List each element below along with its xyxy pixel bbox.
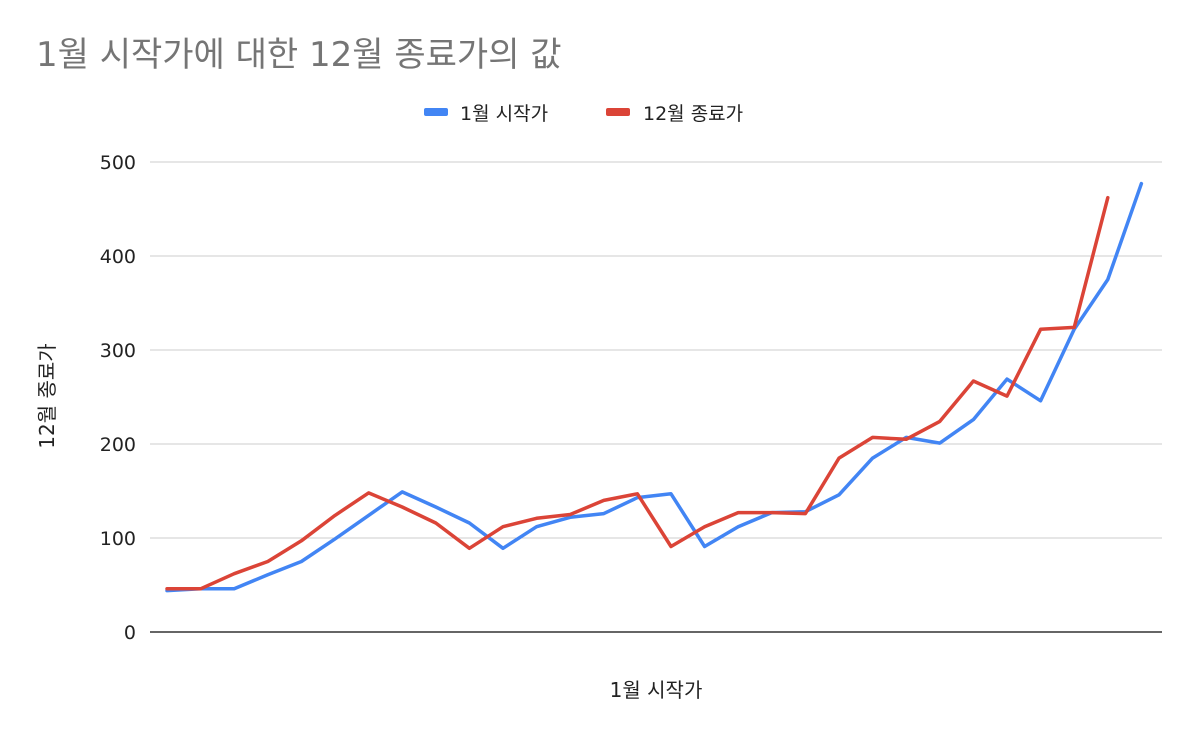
legend-label-series-1: 1월 시작가 [460,103,548,125]
y-tick-label: 200 [100,434,136,456]
y-axis-ticks: 0 100 200 300 400 500 [100,152,136,644]
legend-swatch-series-1 [424,108,448,116]
x-axis-label: 1월 시작가 [610,678,703,702]
gridlines [150,161,1162,539]
y-tick-label: 100 [100,528,136,550]
legend-swatch-series-2 [606,108,630,116]
series-line-1 [165,181,1144,593]
series-line-2 [165,195,1110,591]
y-tick-label: 400 [100,246,136,268]
y-axis-label: 12월 종료가 [35,343,59,448]
legend-label-series-2: 12월 종료가 [643,103,743,125]
chart-title: 1월 시작가에 대한 12월 종료가의 값 [36,35,562,75]
series-lines [165,181,1144,593]
y-tick-label: 500 [100,152,136,174]
y-tick-label: 300 [100,340,136,362]
legend: 1월 시작가 12월 종료가 [424,103,743,125]
y-tick-label: 0 [124,622,136,644]
